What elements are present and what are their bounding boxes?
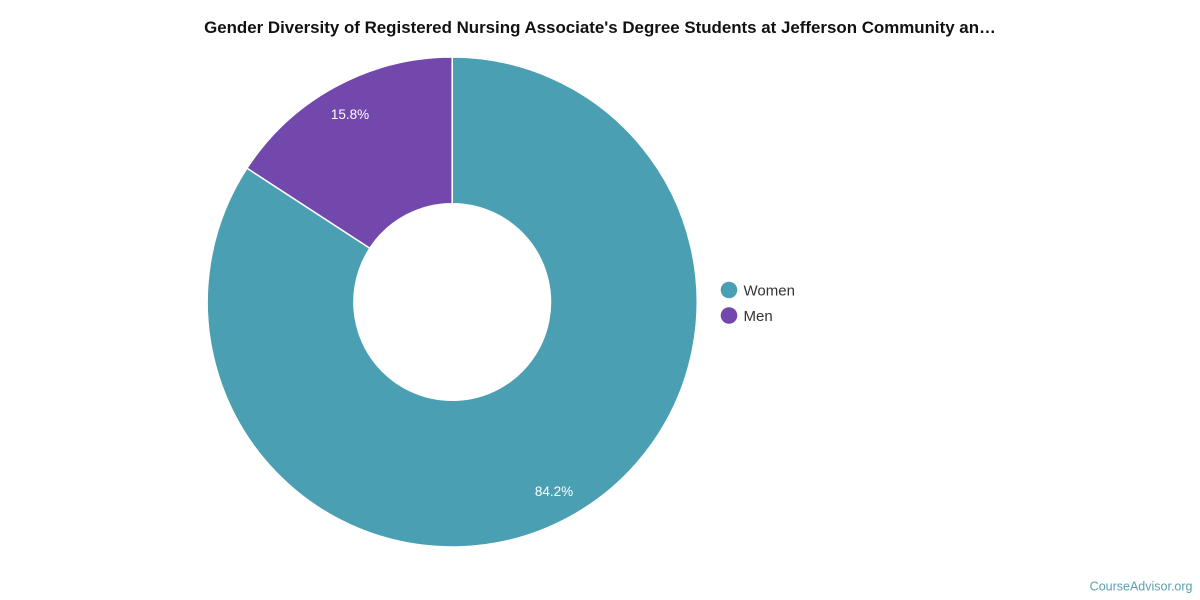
svg-text:15.8%: 15.8%: [331, 107, 369, 122]
svg-text:Men: Men: [744, 308, 773, 325]
svg-text:Gender Diversity of Registered: Gender Diversity of Registered Nursing A…: [204, 18, 996, 37]
svg-text:Women: Women: [744, 282, 795, 299]
svg-text:84.2%: 84.2%: [535, 484, 573, 499]
svg-text:CourseAdvisor.org: CourseAdvisor.org: [1090, 580, 1193, 594]
